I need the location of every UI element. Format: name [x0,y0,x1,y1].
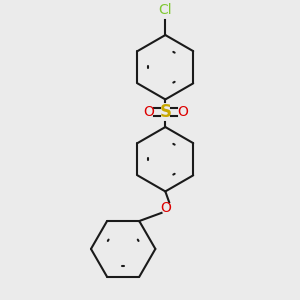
Text: O: O [160,200,171,214]
Text: S: S [159,103,171,121]
Text: O: O [177,105,188,119]
Text: Cl: Cl [158,3,172,16]
Text: O: O [143,105,154,119]
